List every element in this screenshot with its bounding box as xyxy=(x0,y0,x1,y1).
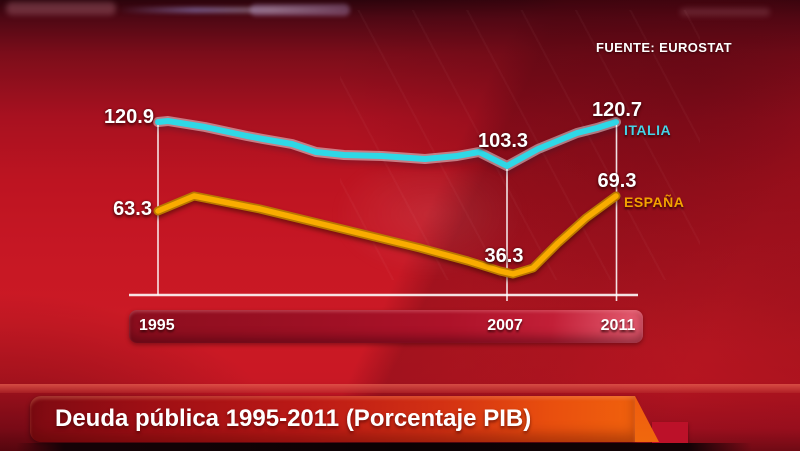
banner-back-tab xyxy=(652,422,688,443)
espana-2007-value: 36.3 xyxy=(484,245,524,267)
studio-glint-right xyxy=(680,8,770,16)
x-tick-2007: 2007 xyxy=(487,317,523,334)
italia-2011-value: 120.7 xyxy=(591,99,643,121)
italia-line xyxy=(155,118,619,169)
bottom-shadow-strip xyxy=(0,443,800,451)
italia-series-label: ITALIA xyxy=(624,122,672,138)
italia-1995-value: 120.9 xyxy=(103,106,154,128)
chart-title: Deuda pública 1995-2011 (Porcentaje PIB) xyxy=(55,405,532,432)
espana-1995-value: 63.3 xyxy=(113,198,152,220)
espana-series-label: ESPAÑA xyxy=(624,194,685,210)
studio-light-streak xyxy=(118,7,348,13)
espana-line xyxy=(155,193,619,277)
espana-line-shadow xyxy=(153,191,621,279)
title-banner: Deuda pública 1995-2011 (Porcentaje PIB) xyxy=(30,396,635,442)
x-tick-1995: 1995 xyxy=(139,317,175,334)
background-reflection-smudge xyxy=(330,170,530,280)
x-axis-bar: 1995 2007 2011 xyxy=(129,310,643,343)
x-tick-2011: 2011 xyxy=(600,317,636,334)
espana-2011-value: 69.3 xyxy=(597,170,637,192)
studio-glint-left xyxy=(6,2,116,15)
lower-background-band xyxy=(0,384,800,393)
source-label: FUENTE: EUROSTAT xyxy=(596,40,732,55)
background-diagonal-texture xyxy=(340,10,700,280)
italia-2007-value: 103.3 xyxy=(477,130,529,152)
studio-glint-center xyxy=(250,4,350,16)
